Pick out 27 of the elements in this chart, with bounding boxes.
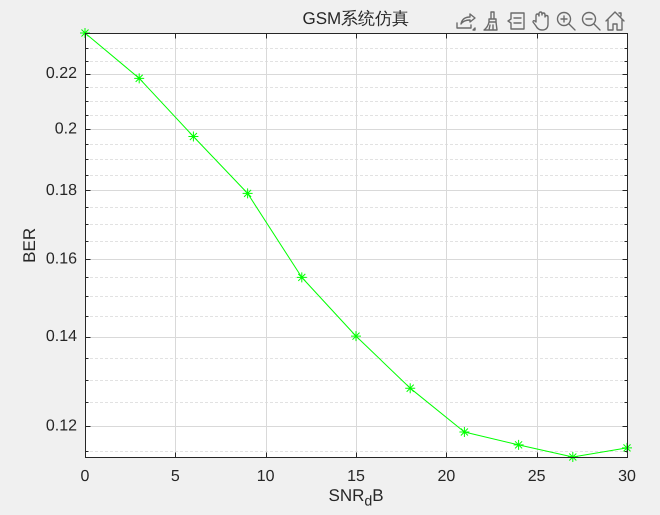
y-axis-title: BER (20, 227, 40, 262)
x-tick-label: 10 (256, 468, 275, 486)
x-tick-label: 5 (170, 468, 180, 486)
x-tick-label: 30 (618, 468, 636, 486)
y-tick-label: 0.2 (54, 120, 78, 138)
point (350, 330, 362, 342)
point (134, 72, 145, 84)
point (458, 426, 470, 438)
point (296, 272, 308, 283)
y-tick-label: 0.18 (46, 182, 78, 199)
point (404, 382, 416, 394)
x-tick-label: 20 (437, 468, 456, 486)
point (188, 131, 199, 142)
chart-title: GSM系统仿真 (302, 9, 410, 29)
point (622, 442, 632, 454)
y-tick-label: 0.12 (46, 418, 78, 435)
point (242, 188, 254, 199)
y-tick-label: 0.14 (46, 328, 78, 345)
x-axis-title: SNR$_{d}$B (328, 486, 384, 510)
x-tick-label: 25 (528, 468, 546, 486)
x-tick-label: 0 (80, 468, 90, 486)
point (80, 28, 90, 38)
y-tick-label: 0.22 (46, 65, 78, 82)
point (513, 439, 524, 450)
point (567, 452, 578, 462)
x-tick-label: 15 (347, 468, 365, 486)
y-tick-label: 0.16 (46, 250, 78, 268)
